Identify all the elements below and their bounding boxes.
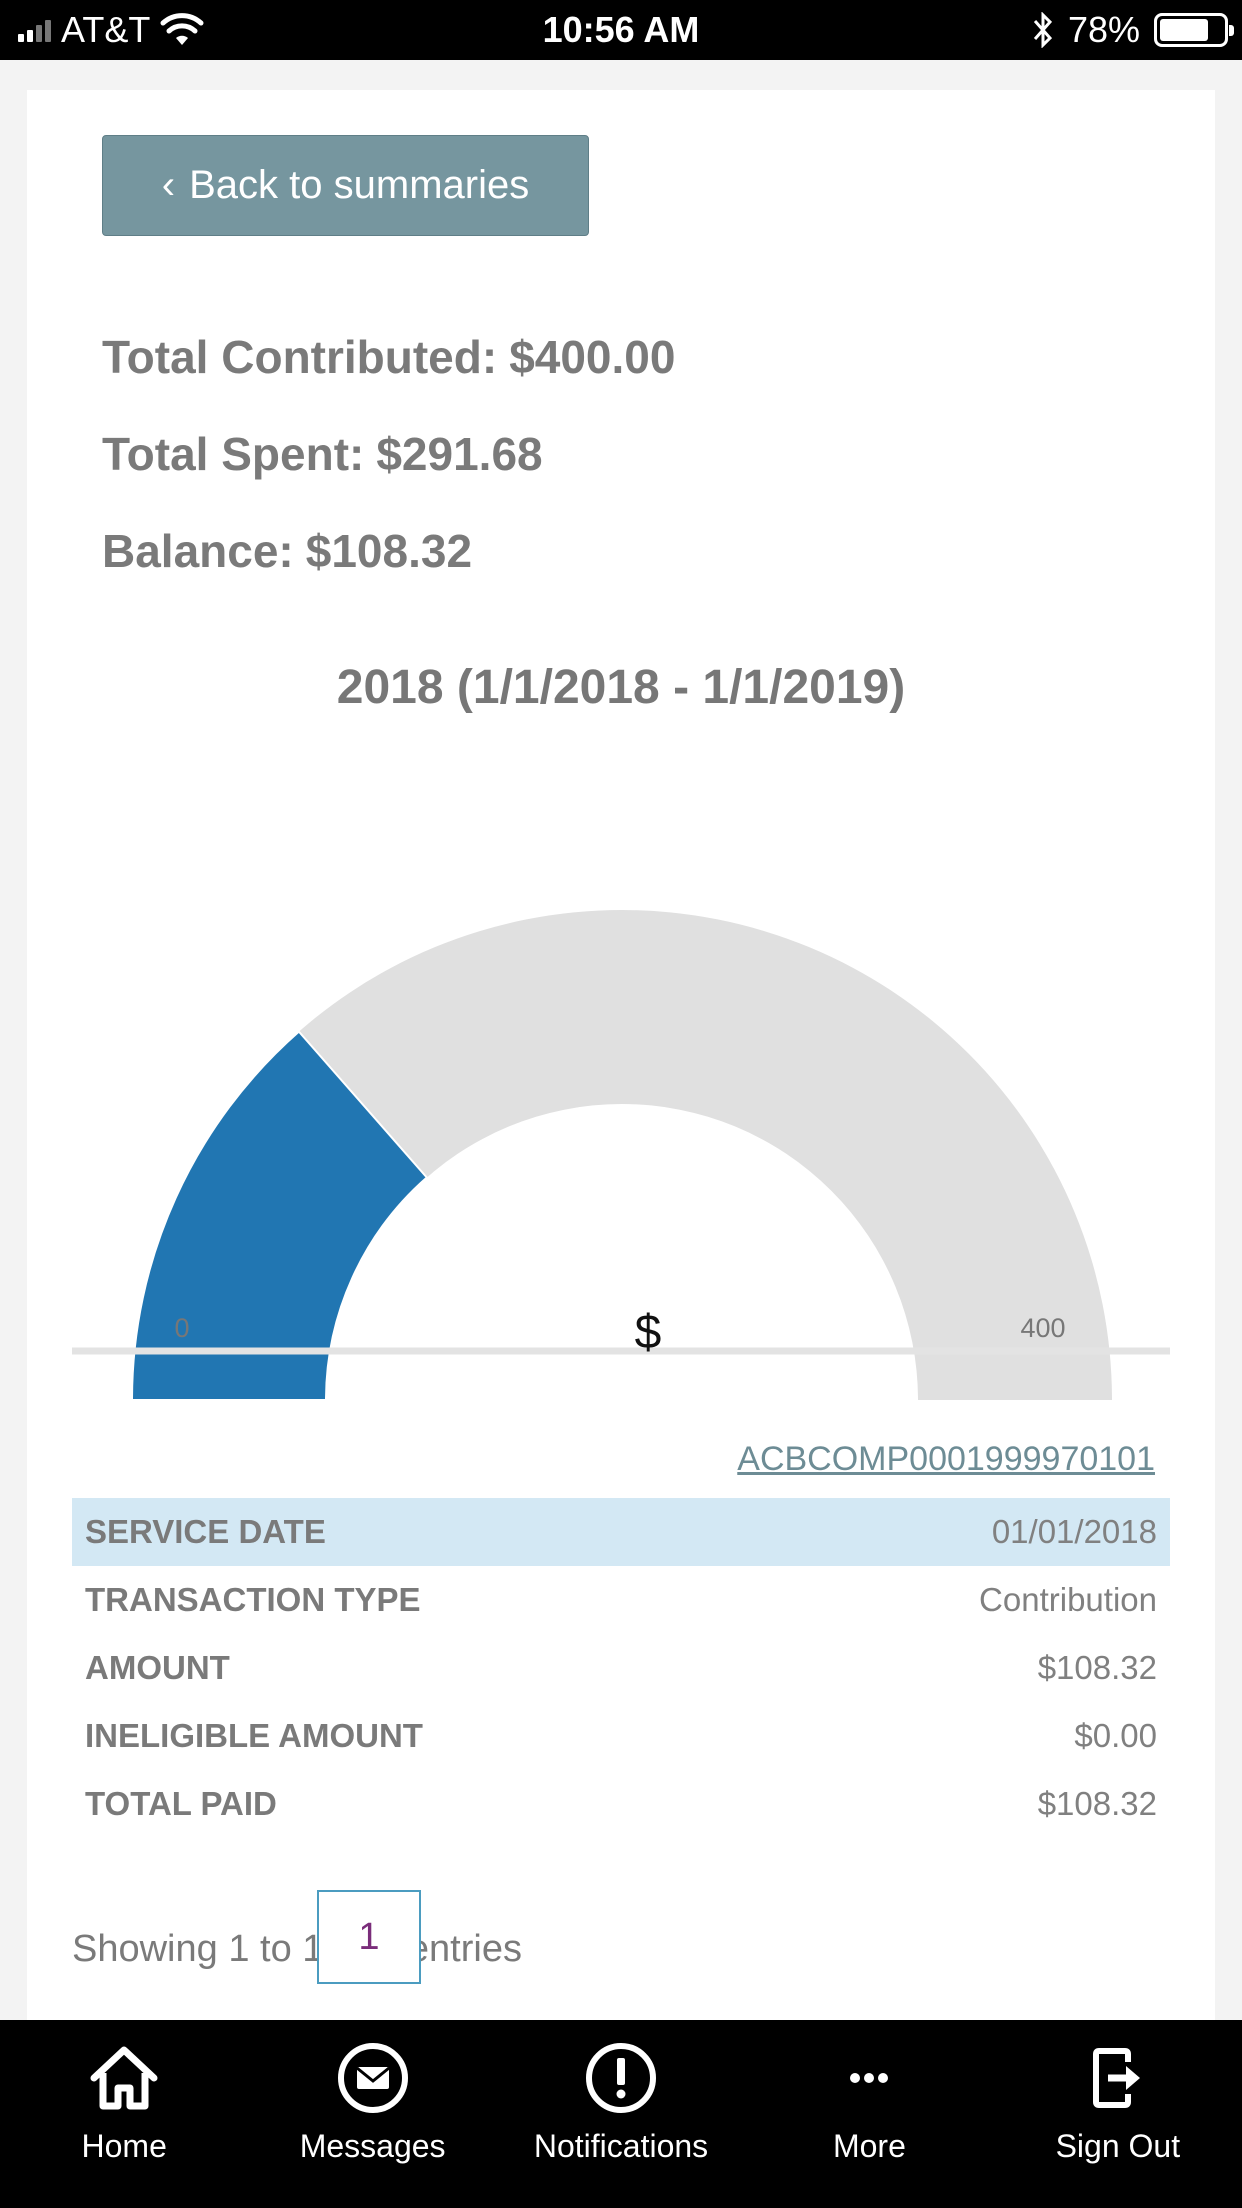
sign-out-icon <box>1092 2048 1140 2108</box>
battery-icon <box>1154 13 1234 47</box>
table-row: SERVICE DATE 01/01/2018 <box>72 1498 1170 1566</box>
gauge-value-arc <box>130 1030 429 1401</box>
total-spent-value: $291.68 <box>376 428 543 480</box>
status-left: AT&T <box>18 0 204 60</box>
back-to-summaries-button[interactable]: ‹ Back to summaries <box>102 135 589 236</box>
total-spent: Total Spent: $291.68 <box>102 427 543 481</box>
bottom-tab-bar: Home Messages Notifications More Sig <box>0 2020 1242 2208</box>
balance: Balance: $108.32 <box>102 524 472 578</box>
carrier-name: AT&T <box>61 9 151 50</box>
wifi-icon <box>160 13 204 45</box>
alert-icon <box>586 2043 657 2113</box>
period-title: 2018 (1/1/2018 - 1/1/2019) <box>336 661 906 714</box>
tab-messages-label: Messages <box>299 2128 446 2164</box>
tab-sign-out-label: Sign Out <box>1055 2128 1181 2164</box>
row-value: $0.00 <box>1074 1717 1157 1754</box>
tab-home-label: Home <box>81 2128 167 2164</box>
balance-label: Balance: <box>102 525 294 577</box>
balance-value: $108.32 <box>305 525 473 577</box>
row-key: INELIGIBLE AMOUNT <box>85 1717 423 1754</box>
row-value: Contribution <box>979 1581 1157 1618</box>
home-icon <box>90 2046 158 2110</box>
bluetooth-icon <box>1033 12 1052 48</box>
row-key: SERVICE DATE <box>85 1513 326 1550</box>
row-key: AMOUNT <box>85 1649 230 1686</box>
page-1-button[interactable]: 1 <box>317 1890 421 1984</box>
chevron-left-icon: ‹ <box>161 163 176 207</box>
row-key: TRANSACTION TYPE <box>85 1581 421 1618</box>
row-value: 01/01/2018 <box>991 1513 1157 1550</box>
gauge-max-label: 400 <box>1020 1313 1065 1343</box>
tab-notifications-label: Notifications <box>533 2128 709 2164</box>
row-value: $108.32 <box>1037 1785 1157 1822</box>
gauge-min-label: 0 <box>174 1313 189 1343</box>
table-row: TOTAL PAID $108.32 <box>72 1770 1170 1838</box>
battery-level <box>1160 19 1209 41</box>
more-icon <box>850 2073 889 2083</box>
pagination-info: Showing 1 to 1 of 1 entries <box>72 1928 522 1970</box>
total-spent-label: Total Spent: <box>102 428 365 480</box>
status-right: 78% <box>1032 0 1234 60</box>
table-row: INELIGIBLE AMOUNT $0.00 <box>72 1702 1170 1770</box>
table-row: AMOUNT $108.32 <box>72 1634 1170 1702</box>
tab-more[interactable]: More <box>745 2020 993 2208</box>
gauge-track <box>132 910 1112 1400</box>
back-button-label: Back to summaries <box>189 163 530 207</box>
total-contributed-value: $400.00 <box>509 331 676 383</box>
account-number-link[interactable]: ACBCOMP0001999970101 <box>737 1440 1155 1478</box>
tab-home[interactable]: Home <box>0 2020 248 2208</box>
cell-signal-icon <box>18 18 51 42</box>
balance-gauge-chart: 0 400 $ <box>72 910 1170 1401</box>
gauge-currency-label: $ <box>635 1306 662 1359</box>
envelope-icon <box>337 2043 408 2113</box>
tab-sign-out[interactable]: Sign Out <box>994 2020 1242 2208</box>
row-key: TOTAL PAID <box>85 1785 277 1822</box>
tab-notifications[interactable]: Notifications <box>497 2020 745 2208</box>
account-detail-card: ‹ Back to summaries Total Contributed: $4… <box>27 90 1215 2020</box>
tab-more-label: More <box>832 2128 906 2164</box>
table-row: TRANSACTION TYPE Contribution <box>72 1566 1170 1634</box>
transaction-table: SERVICE DATE 01/01/2018 TRANSACTION TYPE… <box>72 1498 1170 1838</box>
row-value: $108.32 <box>1037 1649 1157 1686</box>
total-contributed-label: Total Contributed: <box>102 331 498 383</box>
status-bar: AT&T 10:56 AM 78% <box>0 0 1242 60</box>
tab-messages[interactable]: Messages <box>248 2020 496 2208</box>
total-contributed: Total Contributed: $400.00 <box>102 330 675 384</box>
battery-percent: 78% <box>1067 9 1140 50</box>
